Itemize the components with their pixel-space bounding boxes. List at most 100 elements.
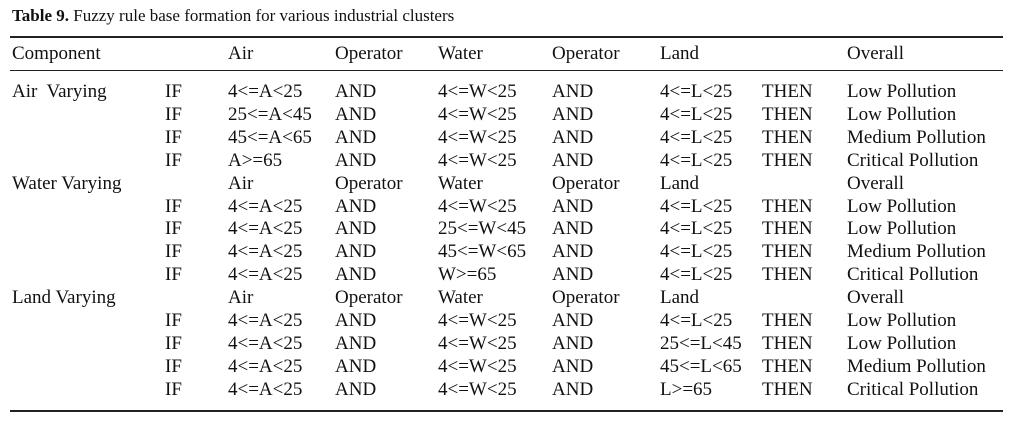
table-cell: IF <box>165 264 182 286</box>
table-cell: Low Pollution <box>847 332 957 354</box>
table-cell: 4<=L<25 <box>660 149 733 171</box>
header-cell: Component <box>12 43 101 64</box>
table-cell: IF <box>165 310 182 331</box>
header-rule <box>10 70 1003 71</box>
header-cell: Air <box>228 43 254 64</box>
table-cell: IF <box>165 103 182 125</box>
table-cell: AND <box>552 241 594 263</box>
table-cell: Low Pollution <box>847 310 957 331</box>
table-cell: AND <box>552 378 594 400</box>
table-cell: AND <box>552 126 594 148</box>
table-cell: AND <box>552 310 594 331</box>
table-cell: THEN <box>762 149 813 171</box>
table-cell: Overall <box>847 172 904 194</box>
table-cell: AND <box>335 103 377 125</box>
table-cell: 4<=W<25 <box>438 103 517 125</box>
table-cell: 4<=A<25 <box>228 355 303 377</box>
table-cell: 4<=W<25 <box>438 310 517 331</box>
header-cell: Overall <box>847 43 904 64</box>
table-cell: 4<=L<25 <box>660 195 733 217</box>
table-cell: Water <box>438 172 483 194</box>
table-cell: IF <box>165 241 182 263</box>
table-cell: Overall <box>847 287 904 309</box>
table-cell: 4<=L<25 <box>660 264 733 286</box>
table-cell: 4<=L<25 <box>660 310 733 331</box>
table-cell: 25<=W<45 <box>438 218 527 240</box>
caption-label: Table 9. <box>12 6 70 25</box>
table-cell: AND <box>335 332 377 354</box>
table-cell: THEN <box>762 126 813 148</box>
table-cell: 4<=W<25 <box>438 81 517 102</box>
table-cell: 4<=A<25 <box>228 218 303 240</box>
table-cell: IF <box>165 149 182 171</box>
table-cell: Water Varying <box>12 172 122 194</box>
table-cell: AND <box>552 332 594 354</box>
table-cell: A>=65 <box>228 149 283 171</box>
table-cell: 4<=W<25 <box>438 355 517 377</box>
table-cell: Water <box>438 287 483 309</box>
table-cell: 4<=W<25 <box>438 126 517 148</box>
table-cell: 4<=A<25 <box>228 378 303 400</box>
table-cell: 4<=W<25 <box>438 195 517 217</box>
table-cell: 25<=A<45 <box>228 103 312 125</box>
table-cell: THEN <box>762 378 813 400</box>
table-cell: Operator <box>552 172 620 194</box>
table-cell: 45<=L<65 <box>660 355 742 377</box>
table-cell: 25<=L<45 <box>660 332 742 354</box>
table-cell: 4<=A<25 <box>228 195 303 217</box>
table-cell: Operator <box>552 287 620 309</box>
table-cell: THEN <box>762 218 813 240</box>
table-cell: Medium Pollution <box>847 241 986 263</box>
table-cell: AND <box>335 195 377 217</box>
header-cell: Operator <box>552 43 620 64</box>
table-cell: Low Pollution <box>847 218 957 240</box>
table-cell: THEN <box>762 195 813 217</box>
table-cell: IF <box>165 218 182 240</box>
table-cell: Critical Pollution <box>847 264 979 286</box>
table-cell: 4<=A<25 <box>228 332 303 354</box>
table-cell: AND <box>335 378 377 400</box>
top-rule <box>10 36 1003 38</box>
bottom-rule <box>10 410 1003 412</box>
table-cell: AND <box>335 241 377 263</box>
table-cell: 4<=A<25 <box>228 241 303 263</box>
table-cell: AND <box>552 264 594 286</box>
table-cell: AND <box>335 264 377 286</box>
table-cell: THEN <box>762 241 813 263</box>
table-cell: 4<=W<25 <box>438 332 517 354</box>
table-cell: AND <box>335 126 377 148</box>
table-cell: IF <box>165 355 182 377</box>
table-cell: Air <box>228 172 254 194</box>
table-cell: Land <box>660 172 700 194</box>
table-cell: AND <box>552 103 594 125</box>
table-cell: Medium Pollution <box>847 355 986 377</box>
header-cell: Water <box>438 43 483 64</box>
table-cell: Operator <box>335 287 403 309</box>
table-cell: THEN <box>762 332 813 354</box>
table-cell: THEN <box>762 264 813 286</box>
table-cell: 4<=A<25 <box>228 310 303 331</box>
header-cell: Land <box>660 43 700 64</box>
table-cell: 4<=L<25 <box>660 218 733 240</box>
table-cell: 4<=L<25 <box>660 81 733 102</box>
table-cell: Air Varying <box>12 81 107 102</box>
table-cell: AND <box>335 355 377 377</box>
table-cell: 45<=W<65 <box>438 241 527 263</box>
table-cell: 4<=W<25 <box>438 378 517 400</box>
table-cell: AND <box>552 218 594 240</box>
table-cell: 45<=A<65 <box>228 126 312 148</box>
table-cell: Operator <box>335 172 403 194</box>
table-cell: 4<=L<25 <box>660 241 733 263</box>
table-cell: Low Pollution <box>847 103 957 125</box>
caption: Table 9. Fuzzy rule base formation for v… <box>12 5 454 27</box>
table-cell: 4<=A<25 <box>228 81 303 102</box>
table-cell: AND <box>335 81 377 102</box>
table-cell: Critical Pollution <box>847 149 979 171</box>
header-cell: Operator <box>335 43 403 64</box>
table-cell: Low Pollution <box>847 81 957 102</box>
table-cell: Critical Pollution <box>847 378 979 400</box>
table-cell: IF <box>165 332 182 354</box>
table-cell: AND <box>335 218 377 240</box>
table-cell: THEN <box>762 310 813 331</box>
